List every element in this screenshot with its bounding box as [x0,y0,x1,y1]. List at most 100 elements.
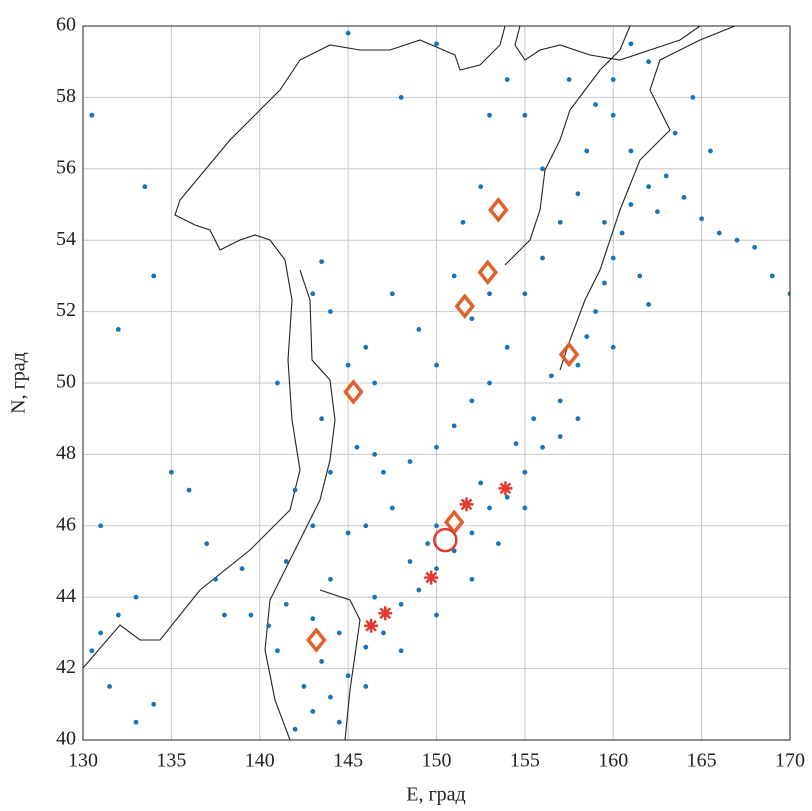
y-tick-label: 50 [56,371,76,393]
event-dot [504,77,510,82]
event-dot [451,423,457,429]
event-dot [336,719,342,725]
event-dot [372,380,378,386]
event-dot [610,255,616,261]
event-dot [381,469,386,475]
event-dot [89,648,95,654]
event-dot [716,230,722,236]
event-dot [345,362,351,368]
event-dot [610,77,616,82]
event-dot [151,701,157,707]
event-dot [319,259,325,265]
star-marker [459,497,474,512]
event-dot [363,684,369,689]
event-dot [416,327,422,332]
event-dot [708,148,713,154]
x-tick-label: 165 [687,750,717,772]
event-dot [345,673,351,679]
event-dot [769,273,775,279]
event-dot [593,102,598,107]
event-dot [557,219,563,225]
labels: E, град N, град 130 135 140 145 150 155 160 165… [8,14,805,806]
event-dot [557,434,563,439]
event-dot [469,576,475,582]
event-dot [186,487,192,493]
event-dot [522,469,528,475]
y-tick-label: 56 [56,156,76,178]
event-dot [504,494,510,500]
event-dot [292,487,298,493]
event-dot [275,380,280,386]
event-dot [319,416,325,422]
event-dot [487,291,492,297]
circle-marker [433,527,458,553]
event-dot [469,316,475,322]
event-dot [363,523,369,529]
event-dot [504,344,510,350]
event-dot [204,541,210,547]
event-dot [575,191,581,197]
event-dot [275,648,280,654]
event-dot [655,209,660,215]
event-dot [434,523,439,529]
event-dot [310,709,316,714]
event-dot [363,344,369,350]
event-dot [531,416,537,422]
event-dot [681,194,687,200]
event-dot [301,684,307,689]
coastlines [83,26,736,740]
event-dot [283,559,289,564]
event-dot [319,659,325,664]
event-dot [328,309,333,314]
event-dot [610,112,616,118]
event-dot [292,726,298,732]
event-dot [575,416,581,422]
event-dot [345,530,351,536]
event-dot [115,612,121,618]
event-dot [398,95,404,100]
event-dot [372,452,378,457]
event-dot [213,576,218,582]
event-dot [328,576,333,582]
event-dot [222,612,227,618]
y-tick-label: 54 [56,228,76,250]
plot-frame [82,25,791,741]
y-tick-label: 52 [56,299,76,321]
event-dot [487,505,492,511]
event-dot [434,362,439,368]
event-dot [398,601,404,607]
event-dot [575,362,581,368]
diamond-marker [488,197,509,223]
event-dot [372,594,378,600]
event-dot [646,59,651,65]
star-marker [498,481,513,496]
coastline [264,269,336,740]
event-dot [89,112,95,118]
event-dot [416,587,422,593]
event-dot [548,373,554,379]
event-dot [566,77,572,82]
event-dot [787,291,790,297]
event-dot [248,612,254,618]
event-dot [628,148,634,154]
event-dot [619,230,625,236]
y-tick-label: 58 [56,85,76,107]
event-dot [637,273,643,279]
event-dot [345,30,351,36]
event-dot [487,380,492,386]
event-dot [646,184,651,190]
y-tick-label: 40 [56,728,76,750]
coastline [504,26,631,266]
event-dot [469,530,475,536]
marks [89,30,790,732]
event-dot [540,166,545,172]
x-tick-label: 170 [775,750,805,772]
event-dot [151,273,157,279]
event-dot [336,630,342,636]
event-dot [310,523,316,529]
event-dot [425,541,431,547]
diamond-marker [558,341,580,368]
event-dot [310,616,316,622]
